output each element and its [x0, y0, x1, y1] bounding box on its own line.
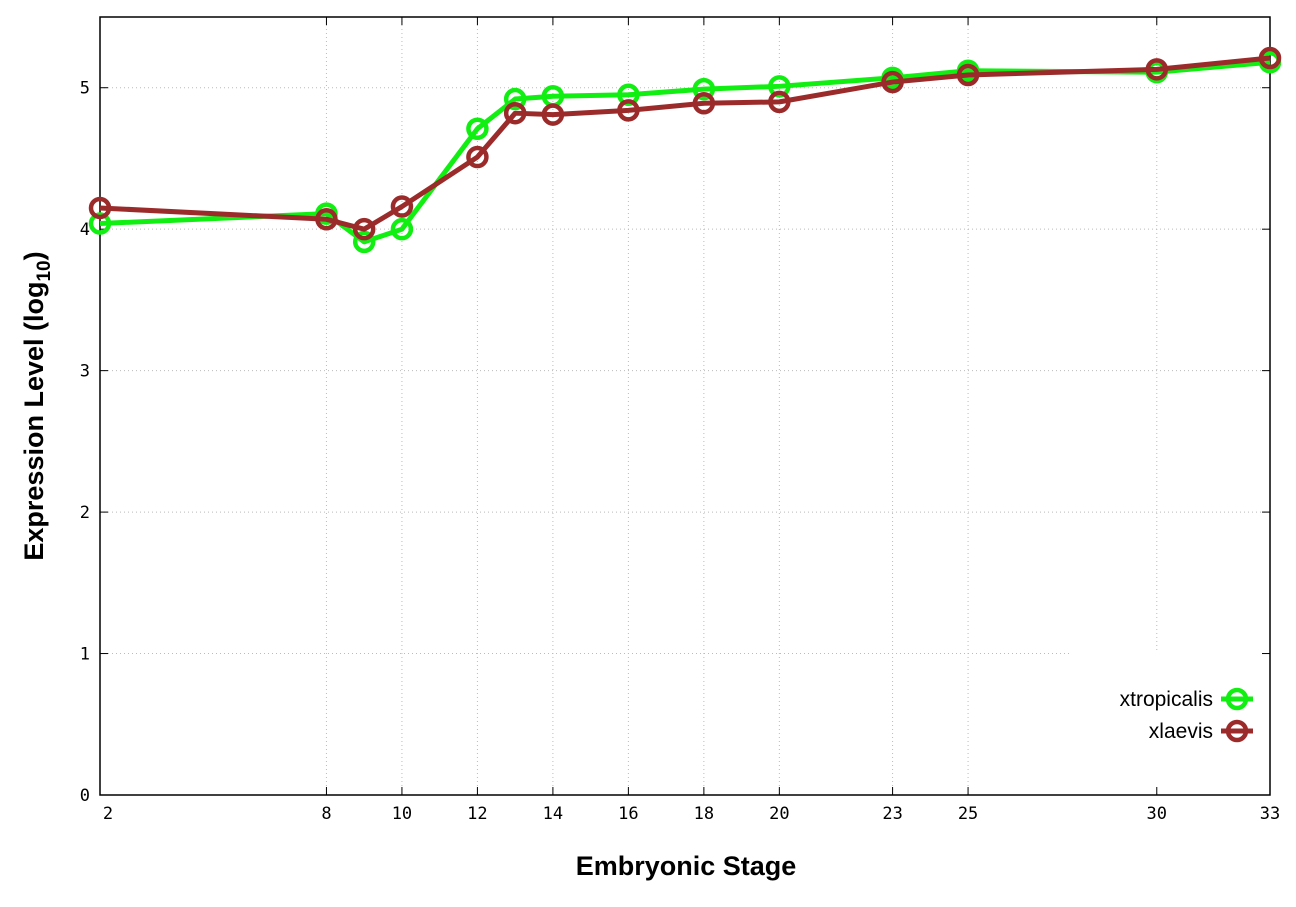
data-point-xlaevis [1145, 58, 1169, 81]
data-point-xtropicalis [88, 212, 112, 235]
data-point-xtropicalis [768, 75, 791, 98]
data-point-xlaevis [768, 90, 791, 114]
data-point-xtropicalis [352, 230, 376, 254]
x-tick-label: 16 [618, 804, 638, 824]
data-point-xlaevis [390, 195, 414, 218]
y-axis-label: Expression Level (log10) [19, 251, 55, 560]
data-point-xlaevis [1258, 46, 1282, 70]
data-point-xlaevis [503, 101, 527, 125]
x-tick-label: 20 [769, 804, 789, 824]
y-tick-label: 5 [80, 79, 90, 99]
x-tick-label: 2 [103, 804, 113, 824]
data-point-xlaevis [956, 63, 980, 87]
x-tick-label: 30 [1147, 804, 1167, 824]
x-tick-label: 23 [882, 804, 902, 824]
y-tick-label: 3 [80, 362, 90, 382]
series-group [88, 46, 1282, 254]
data-point-xtropicalis [617, 83, 640, 107]
data-point-xtropicalis [692, 77, 716, 101]
legend-marker-icon [1225, 687, 1249, 711]
data-point-xtropicalis [503, 87, 527, 111]
y-tick-label: 1 [80, 645, 90, 665]
x-axis-label: Embryonic Stage [576, 851, 797, 881]
y-tick-label: 0 [80, 786, 90, 806]
x-tick-label: 10 [392, 804, 412, 824]
data-point-xtropicalis [466, 117, 489, 140]
y-axis-label-sub: 10 [34, 260, 55, 281]
x-tick-label: 33 [1260, 804, 1280, 824]
legend-marker-icon [1225, 719, 1249, 743]
series-line-xtropicalis [99, 59, 1271, 245]
x-tick-label: 8 [321, 804, 331, 824]
y-axis-label-close: ) [19, 251, 49, 260]
data-point-xlaevis [88, 196, 112, 220]
legend: xtropicalis xlaevis [1120, 687, 1253, 743]
x-tick-label: 14 [543, 804, 563, 824]
y-tick-label: 4 [80, 220, 90, 240]
x-tick-label: 25 [958, 804, 978, 824]
data-point-xlaevis [617, 99, 640, 122]
data-point-xlaevis [315, 208, 338, 231]
x-tick-label: 12 [467, 804, 487, 824]
y-tick-label: 2 [80, 503, 90, 523]
data-point-xtropicalis [390, 217, 414, 241]
plot-frame [99, 16, 1271, 796]
data-point-xlaevis [466, 145, 489, 169]
data-point-xlaevis [881, 70, 904, 94]
legend-label: xtropicalis [1120, 688, 1213, 711]
x-tick-label: 18 [694, 804, 714, 824]
series-line-xlaevis [99, 55, 1271, 232]
data-point-xlaevis [352, 217, 376, 241]
data-point-xlaevis [692, 92, 716, 115]
y-axis-label-main: Expression Level (log [19, 282, 49, 561]
data-point-xlaevis [541, 103, 565, 126]
grid [100, 17, 1270, 795]
legend-label: xlaevis [1149, 720, 1213, 743]
